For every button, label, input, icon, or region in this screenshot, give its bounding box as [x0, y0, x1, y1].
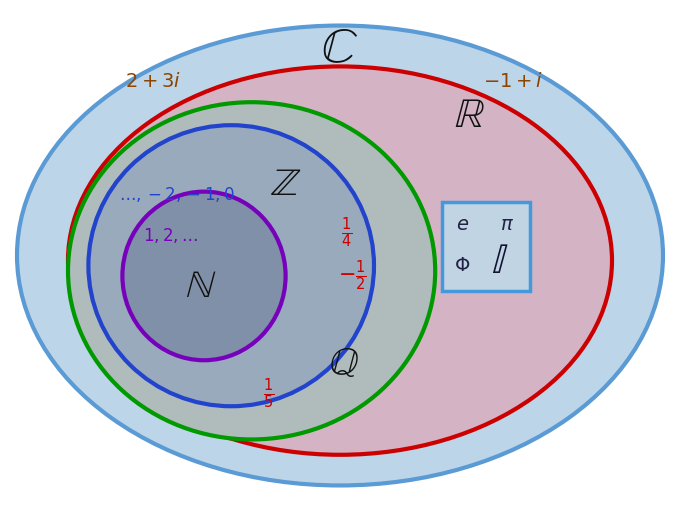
Text: $\mathbb{I}$: $\mathbb{I}$ — [491, 239, 509, 282]
Text: $\mathbb{Q}$: $\mathbb{Q}$ — [328, 344, 358, 382]
Ellipse shape — [122, 192, 286, 360]
FancyBboxPatch shape — [442, 202, 530, 291]
Text: $\mathbb{N}$: $\mathbb{N}$ — [185, 267, 216, 305]
Text: $1,2,\ldots$: $1,2,\ldots$ — [143, 225, 197, 245]
Text: $\Phi$: $\Phi$ — [454, 256, 471, 275]
Ellipse shape — [68, 66, 612, 455]
Text: $2+3i$: $2+3i$ — [125, 72, 181, 91]
Text: $e$: $e$ — [456, 215, 469, 235]
Text: $\mathbb{C}$: $\mathbb{C}$ — [322, 25, 358, 73]
Text: $\frac{1}{5}$: $\frac{1}{5}$ — [263, 376, 274, 411]
Ellipse shape — [88, 125, 374, 406]
Text: $\pi$: $\pi$ — [500, 215, 513, 235]
Text: $\frac{1}{4}$: $\frac{1}{4}$ — [341, 215, 352, 250]
Text: $-\frac{1}{2}$: $-\frac{1}{2}$ — [338, 259, 367, 293]
Text: $\ldots,-2,-1,0$: $\ldots,-2,-1,0$ — [119, 184, 235, 204]
Text: $\mathbb{R}$: $\mathbb{R}$ — [454, 94, 484, 136]
Ellipse shape — [68, 102, 435, 439]
Text: $\mathbb{Z}$: $\mathbb{Z}$ — [270, 165, 301, 203]
Ellipse shape — [17, 26, 663, 485]
Text: $-1+i$: $-1+i$ — [483, 72, 543, 91]
